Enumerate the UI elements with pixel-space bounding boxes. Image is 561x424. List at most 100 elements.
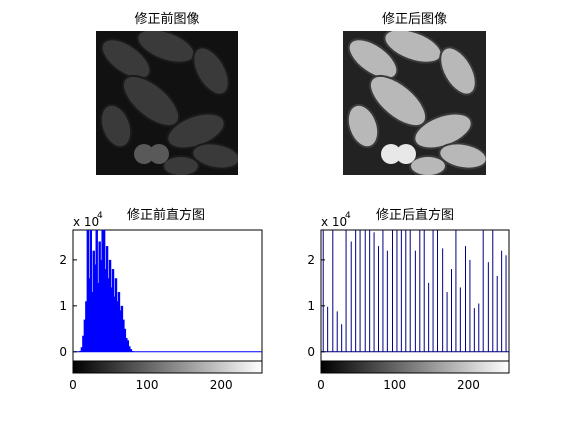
histogram-bar [396, 230, 398, 352]
x-tick-label: 100 [136, 378, 159, 392]
y-exponent-power: 4 [97, 211, 103, 221]
histogram-bar [423, 230, 425, 352]
histogram-bar [482, 230, 484, 352]
histogram-bar [428, 282, 430, 352]
histogram-bar [91, 292, 94, 352]
histogram-after: 修正后直方图 x 10 4 0 1 2 0 100 200 [250, 200, 550, 420]
before-image-title: 修正前图像 [134, 12, 200, 27]
histogram-bar [345, 230, 347, 352]
histogram-bar [455, 230, 457, 352]
histogram-bar [505, 255, 507, 352]
x-tick-label: 100 [383, 378, 406, 392]
histogram-bar [114, 278, 118, 352]
y-tick-label: 1 [307, 299, 315, 313]
histogram-bar [88, 278, 91, 352]
histogram-bar [80, 347, 84, 352]
histogram-bar [94, 264, 97, 352]
histogram-bar [125, 338, 128, 352]
histogram-bar [478, 303, 480, 352]
histogram-bar [98, 241, 101, 352]
histogram-bar [122, 319, 125, 352]
chart-title: 修正前直方图 [127, 207, 205, 223]
histogram-bar [120, 305, 124, 352]
histogram-bar [364, 230, 366, 352]
y-tick-label: 2 [307, 253, 315, 267]
histogram-before: 修正前直方图 x 10 4 0 1 2 0 100 200 [0, 200, 280, 420]
y-exponent-label: x 10 [73, 215, 99, 229]
x-tick-label: 200 [457, 378, 480, 392]
grayscale-colorbar [72, 360, 263, 374]
histogram-bar [373, 232, 375, 352]
histogram-bar [382, 230, 384, 352]
histogram-bar [336, 311, 338, 352]
y-tick-label: 0 [307, 345, 315, 359]
histogram-bar [492, 230, 494, 352]
y-tick-label: 2 [59, 253, 67, 267]
histogram-bar [85, 301, 88, 352]
histogram-bar [419, 230, 421, 352]
histogram-bar [405, 230, 407, 352]
histogram-bar [129, 349, 133, 352]
histogram-bar [108, 259, 112, 352]
histogram-bar [113, 296, 116, 352]
histogram-bar [386, 250, 388, 352]
y-exponent-label: x 10 [321, 215, 347, 229]
x-tick-label: 200 [210, 378, 233, 392]
histogram-bar [409, 230, 411, 352]
histogram-bar [459, 287, 461, 352]
histogram-bar [465, 246, 467, 352]
histogram-bar [111, 269, 115, 352]
histogram-bar [400, 230, 402, 352]
histogram-bar [355, 230, 357, 352]
y-exponent-power: 4 [345, 211, 351, 221]
histogram-bar [116, 301, 119, 352]
histogram-bar [350, 241, 352, 352]
histogram-bar [92, 250, 95, 352]
histogram-bar [82, 335, 85, 352]
histogram-bar [86, 230, 90, 352]
histogram-bar [102, 230, 106, 352]
histogram-bar [432, 230, 434, 352]
histogram-bar [107, 278, 110, 352]
histogram-bar [99, 259, 103, 352]
histogram-bar [501, 250, 503, 352]
histogram-bar [359, 230, 361, 352]
histogram-bar [327, 306, 329, 352]
histogram-after-chart: 修正后直方图 x 10 4 0 1 2 0 100 200 [307, 207, 510, 392]
histogram-bar [123, 328, 127, 352]
after-image-title: 修正后图像 [381, 12, 447, 27]
histogram-bar [341, 324, 343, 352]
histogram-bar [446, 292, 448, 352]
histogram-before-chart: 修正前直方图 x 10 4 0 1 2 0 100 200 [59, 207, 263, 392]
histogram-bar [332, 230, 334, 352]
histogram-bar [322, 230, 324, 352]
histogram-bar [392, 230, 394, 352]
histogram-bar [117, 292, 121, 352]
histogram-bar [105, 246, 109, 352]
x-tick-label: 0 [317, 378, 325, 392]
histogram-bar [119, 310, 122, 352]
histogram-bar [469, 259, 471, 352]
histogram-bar [473, 308, 475, 352]
histogram-bar [83, 319, 87, 352]
histogram-bar [496, 275, 498, 352]
histogram-bar [436, 230, 438, 352]
histogram-bar [95, 230, 98, 352]
histogram-bar [101, 230, 104, 352]
histogram-bar [110, 287, 113, 352]
histogram-bar [126, 340, 130, 352]
histogram-bar [97, 282, 100, 352]
histogram-bar [104, 269, 107, 352]
y-tick-label: 0 [59, 345, 67, 359]
histogram-bar [378, 246, 380, 352]
x-tick-label: 0 [69, 378, 77, 392]
histogram-bar [369, 230, 371, 352]
histogram-bar [89, 230, 92, 352]
histogram-bar [414, 250, 416, 352]
histogram-bar [128, 346, 131, 352]
y-tick-label: 1 [59, 299, 67, 313]
before-image [96, 31, 238, 175]
histogram-bar [450, 269, 452, 352]
histogram-bar [487, 262, 489, 352]
